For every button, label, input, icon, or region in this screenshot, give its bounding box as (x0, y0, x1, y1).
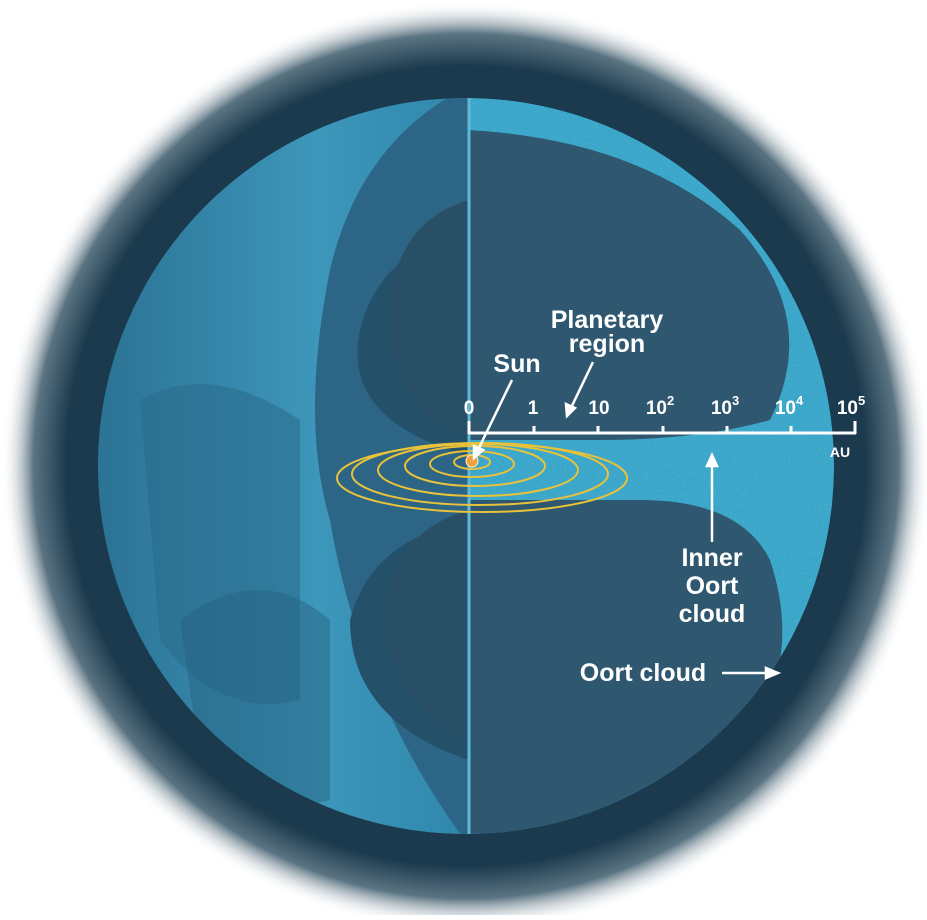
scale-tick-10-3: 103 (711, 393, 739, 419)
inner-oort-label-line3: cloud (679, 600, 746, 628)
scale-tick-10-2: 102 (646, 393, 674, 419)
interior-upper-lobe (469, 130, 790, 440)
planetary-region-arrow (568, 361, 595, 411)
planetary-orbits (336, 442, 628, 513)
scale-tick-10-4: 104 (775, 393, 804, 419)
sun-arrow (475, 379, 514, 453)
scale-tick-1: 1 (528, 398, 539, 419)
scale-tick-0: 0 (464, 398, 475, 419)
oort-cloud-label: Oort cloud (580, 659, 706, 687)
sun-label: Sun (493, 350, 540, 378)
inner-oort-label-line1: Inner (681, 544, 742, 572)
distance-scale (467, 421, 857, 435)
scale-tick-10-5: 105 (837, 393, 865, 419)
inner-oort-label-line2: Oort (686, 572, 739, 600)
scale-tick-10: 10 (588, 398, 609, 419)
planetary-region-label-line1: Planetary (551, 306, 664, 334)
scale-unit: AU (830, 444, 850, 460)
planetary-region-label-line2: region (569, 330, 645, 358)
